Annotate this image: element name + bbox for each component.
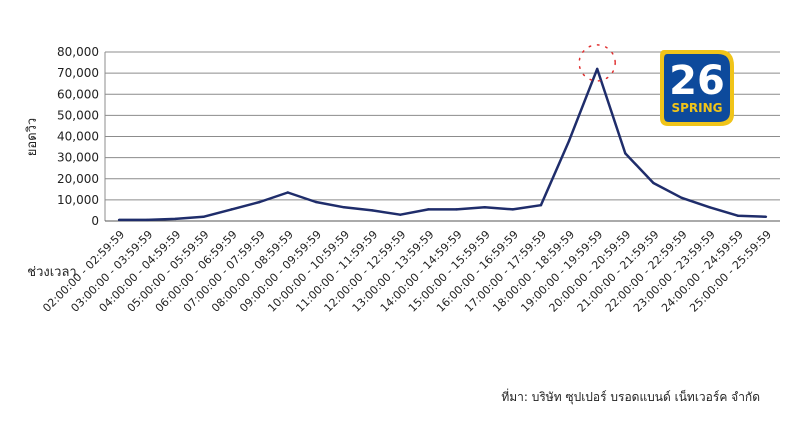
x-axis-label: ช่วงเวลา (27, 265, 76, 280)
data-point (202, 215, 205, 218)
data-point (117, 218, 121, 222)
logo-badge-bg (664, 54, 730, 122)
data-point (399, 213, 402, 216)
series-lines (117, 67, 768, 222)
data-point (764, 215, 768, 218)
data-point (370, 209, 374, 212)
data-point (708, 206, 711, 209)
data-point (455, 208, 458, 211)
data-point (314, 200, 318, 204)
data-point (145, 218, 149, 222)
grid-lines (105, 51, 780, 222)
data-point (539, 203, 543, 207)
data-point (736, 214, 740, 217)
data-point (624, 152, 627, 155)
data-point (258, 200, 261, 204)
y-tick-label: 80,000 (57, 45, 99, 59)
data-point (427, 208, 430, 211)
data-point (286, 191, 290, 194)
y-tick-label: 60,000 (57, 87, 99, 101)
data-point (342, 206, 346, 209)
data-point (230, 208, 233, 211)
spring-26-logo: 26 SPRING (658, 48, 736, 128)
y-tick-label: 0 (91, 214, 99, 228)
y-tick-label: 20,000 (57, 172, 99, 186)
data-point (595, 67, 599, 71)
data-point (483, 206, 486, 209)
data-point (680, 196, 683, 199)
logo-word: SPRING (671, 101, 722, 115)
peak-highlight (578, 44, 616, 82)
y-tick-label: 40,000 (57, 130, 99, 144)
source-note: ที่มา: บริษัท ซุปเปอร์ บรอดแบนด์ เน็ทเวอ… (501, 390, 760, 404)
y-axis-label: ยอดวิว (25, 118, 40, 156)
y-tick-label: 30,000 (57, 151, 99, 165)
series-line (119, 67, 766, 222)
axes (104, 52, 780, 222)
y-tick-label: 10,000 (57, 193, 99, 207)
logo-number: 26 (669, 58, 725, 104)
data-point (511, 208, 515, 211)
data-point (567, 139, 571, 142)
y-tick-labels: 0 10,000 20,000 30,000 40,000 50,000 60,000 70,… (57, 45, 99, 228)
data-point (652, 181, 655, 185)
data-point (174, 217, 177, 221)
peak-highlight-circle (578, 44, 616, 82)
y-tick-label: 50,000 (57, 108, 99, 122)
y-tick-label: 70,000 (57, 66, 99, 80)
